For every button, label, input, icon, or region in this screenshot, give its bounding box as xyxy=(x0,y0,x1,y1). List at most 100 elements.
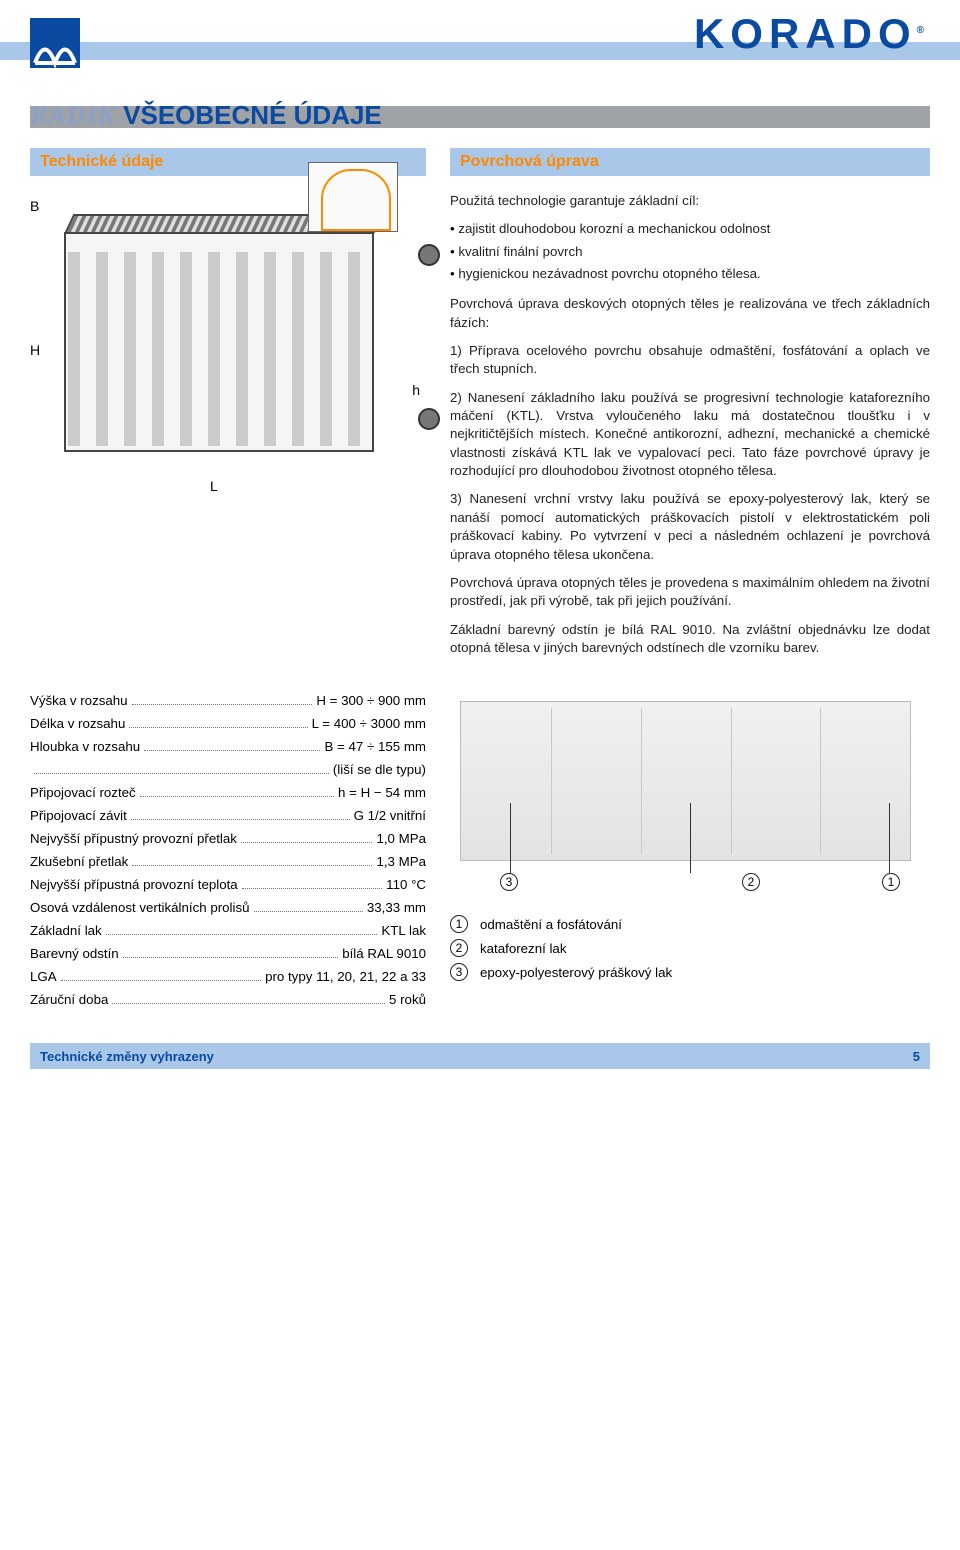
spec-label: Základní lak xyxy=(30,923,102,938)
dot-leader xyxy=(132,865,372,866)
spec-row: Zkušební přetlak 1,3 MPa xyxy=(30,854,426,869)
footer-page-number: 5 xyxy=(913,1049,920,1064)
legend-text: kataforezní lak xyxy=(480,941,566,956)
legend-num: 1 xyxy=(450,915,468,933)
spec-label: Připojovací závit xyxy=(30,808,127,823)
spec-label: Osová vzdálenost vertikálních prolisů xyxy=(30,900,250,915)
dot-leader xyxy=(112,1003,385,1004)
spec-value: bílá RAL 9010 xyxy=(342,946,426,961)
spec-label: Připojovací rozteč xyxy=(30,785,136,800)
spec-row: Připojovací rozteč h = H − 54 mm xyxy=(30,785,426,800)
spec-label: Nejvyšší přípustný provozní přetlak xyxy=(30,831,237,846)
spec-label: Hloubka v rozsahu xyxy=(30,739,140,754)
right-heading: Povrchová úprava xyxy=(450,148,930,176)
left-column: Technické údaje B H L h xyxy=(30,148,426,667)
spec-value: H = 300 ÷ 900 mm xyxy=(316,693,426,708)
spec-list: Výška v rozsahu H = 300 ÷ 900 mm Délka v … xyxy=(30,693,426,1015)
dot-leader xyxy=(132,704,313,705)
spec-label: LGA xyxy=(30,969,57,984)
radiator-port-top xyxy=(418,244,440,266)
dot-leader xyxy=(140,796,334,797)
right-column: Povrchová úprava Použitá technologie gar… xyxy=(450,148,930,667)
footer-left: Technické změny vyhrazeny xyxy=(40,1049,214,1064)
spec-row: Základní lak KTL lak xyxy=(30,923,426,938)
para-color: Základní barevný odstín je bílá RAL 9010… xyxy=(450,621,930,658)
radiator-panel-icon xyxy=(460,701,911,861)
legend-row: 2 kataforezní lak xyxy=(450,939,930,957)
dim-label-h: h xyxy=(412,382,420,398)
spec-value: 5 roků xyxy=(389,992,426,1007)
spec-label: Nejvyšší přípustná provozní teplota xyxy=(30,877,238,892)
para-environment: Povrchová úprava otopných těles je prove… xyxy=(450,574,930,611)
spec-value: (liší se dle typu) xyxy=(333,762,426,777)
callout-1: 1 xyxy=(882,873,900,891)
spec-label: Výška v rozsahu xyxy=(30,693,128,708)
legend-num: 2 xyxy=(450,939,468,957)
dot-leader xyxy=(241,842,373,843)
spec-value: pro typy 11, 20, 21, 22 a 33 xyxy=(265,969,426,984)
radiator-cutaway-icon xyxy=(308,162,398,232)
dim-label-L: L xyxy=(210,478,218,494)
dot-leader xyxy=(242,888,382,889)
spec-value: 1,3 MPa xyxy=(376,854,426,869)
spec-row: Záruční doba 5 roků xyxy=(30,992,426,1007)
page-header: KORADO® xyxy=(0,10,960,100)
spec-row: Osová vzdálenost vertikálních prolisů33,… xyxy=(30,900,426,915)
spec-row: (liší se dle typu) xyxy=(30,762,426,777)
radiator-diagram: B H L h xyxy=(30,192,426,512)
process-intro: Povrchová úprava deskových otopných těle… xyxy=(450,295,930,332)
intro-text: Použitá technologie garantuje základní c… xyxy=(450,192,930,210)
callout-3: 3 xyxy=(500,873,518,891)
bullet-item: zajistit dlouhodobou korozní a mechanick… xyxy=(450,220,930,238)
page-footer: Technické změny vyhrazeny 5 xyxy=(30,1043,930,1069)
page-title-text: VŠEOBECNÉ ÚDAJE xyxy=(123,100,382,130)
spec-row: LGA pro typy 11, 20, 21, 22 a 33 xyxy=(30,969,426,984)
radiator-ribs xyxy=(68,252,370,446)
spec-value: KTL lak xyxy=(381,923,426,938)
spec-label: Záruční doba xyxy=(30,992,108,1007)
dot-leader xyxy=(129,727,307,728)
spec-row: Hloubka v rozsahuB = 47 ÷ 155 mm xyxy=(30,739,426,754)
spec-value: h = H − 54 mm xyxy=(338,785,426,800)
coating-legend: 1 odmaštění a fosfátování 2 kataforezní … xyxy=(450,915,930,981)
legend-text: odmaštění a fosfátování xyxy=(480,917,622,932)
dot-leader xyxy=(34,773,329,774)
legend-text: epoxy-polyesterový práškový lak xyxy=(480,965,672,980)
dot-leader xyxy=(144,750,320,751)
legend-row: 1 odmaštění a fosfátování xyxy=(450,915,930,933)
brand-logo-icon xyxy=(30,18,80,68)
spec-label: Barevný odstín xyxy=(30,946,119,961)
spec-row: Délka v rozsahu L = 400 ÷ 3000 mm xyxy=(30,716,426,731)
callout-line xyxy=(510,803,511,873)
lower-columns: Výška v rozsahu H = 300 ÷ 900 mm Délka v … xyxy=(30,693,930,1015)
brand-wordmark: KORADO® xyxy=(694,10,930,58)
spec-value: L = 400 ÷ 3000 mm xyxy=(312,716,426,731)
callout-line xyxy=(889,803,890,873)
legend-row: 3 epoxy-polyesterový práškový lak xyxy=(450,963,930,981)
spec-row: Nejvyšší přípustná provozní teplota 110 °… xyxy=(30,877,426,892)
spec-value: 110 °C xyxy=(386,877,426,892)
process-step-2: 2) Nanesení základního laku používá se p… xyxy=(450,389,930,481)
page-title: RADIK VŠEOBECNÉ ÚDAJE xyxy=(30,100,382,131)
dot-leader xyxy=(123,957,339,958)
dot-leader xyxy=(61,980,261,981)
dot-leader xyxy=(131,819,350,820)
intro-bullets: zajistit dlouhodobou korozní a mechanick… xyxy=(450,220,930,283)
callout-2: 2 xyxy=(742,873,760,891)
bullet-item: kvalitní finální povrch xyxy=(450,243,930,261)
spec-label: Délka v rozsahu xyxy=(30,716,125,731)
content: Technické údaje B H L h Povrchová úprava… xyxy=(0,148,960,1015)
spec-row: Výška v rozsahu H = 300 ÷ 900 mm xyxy=(30,693,426,708)
spec-row: Nejvyšší přípustný provozní přetlak 1,0 M… xyxy=(30,831,426,846)
bullet-item: hygienickou nezávadnost povrchu otopného… xyxy=(450,265,930,283)
spec-value: 1,0 MPa xyxy=(376,831,426,846)
callout-line xyxy=(690,803,691,873)
spec-row: Barevný odstín bílá RAL 9010 xyxy=(30,946,426,961)
coating-layers-diagram: 3 2 1 xyxy=(450,693,930,903)
legend-num: 3 xyxy=(450,963,468,981)
dot-leader xyxy=(106,934,378,935)
coating-figure-area: 3 2 1 1 odmaštění a fosfátování 2 katafo… xyxy=(450,693,930,1015)
spec-label: Zkušební přetlak xyxy=(30,854,128,869)
page: KORADO® RADIK VŠEOBECNÉ ÚDAJE Technické … xyxy=(0,10,960,1069)
title-band: RADIK VŠEOBECNÉ ÚDAJE xyxy=(30,100,930,134)
